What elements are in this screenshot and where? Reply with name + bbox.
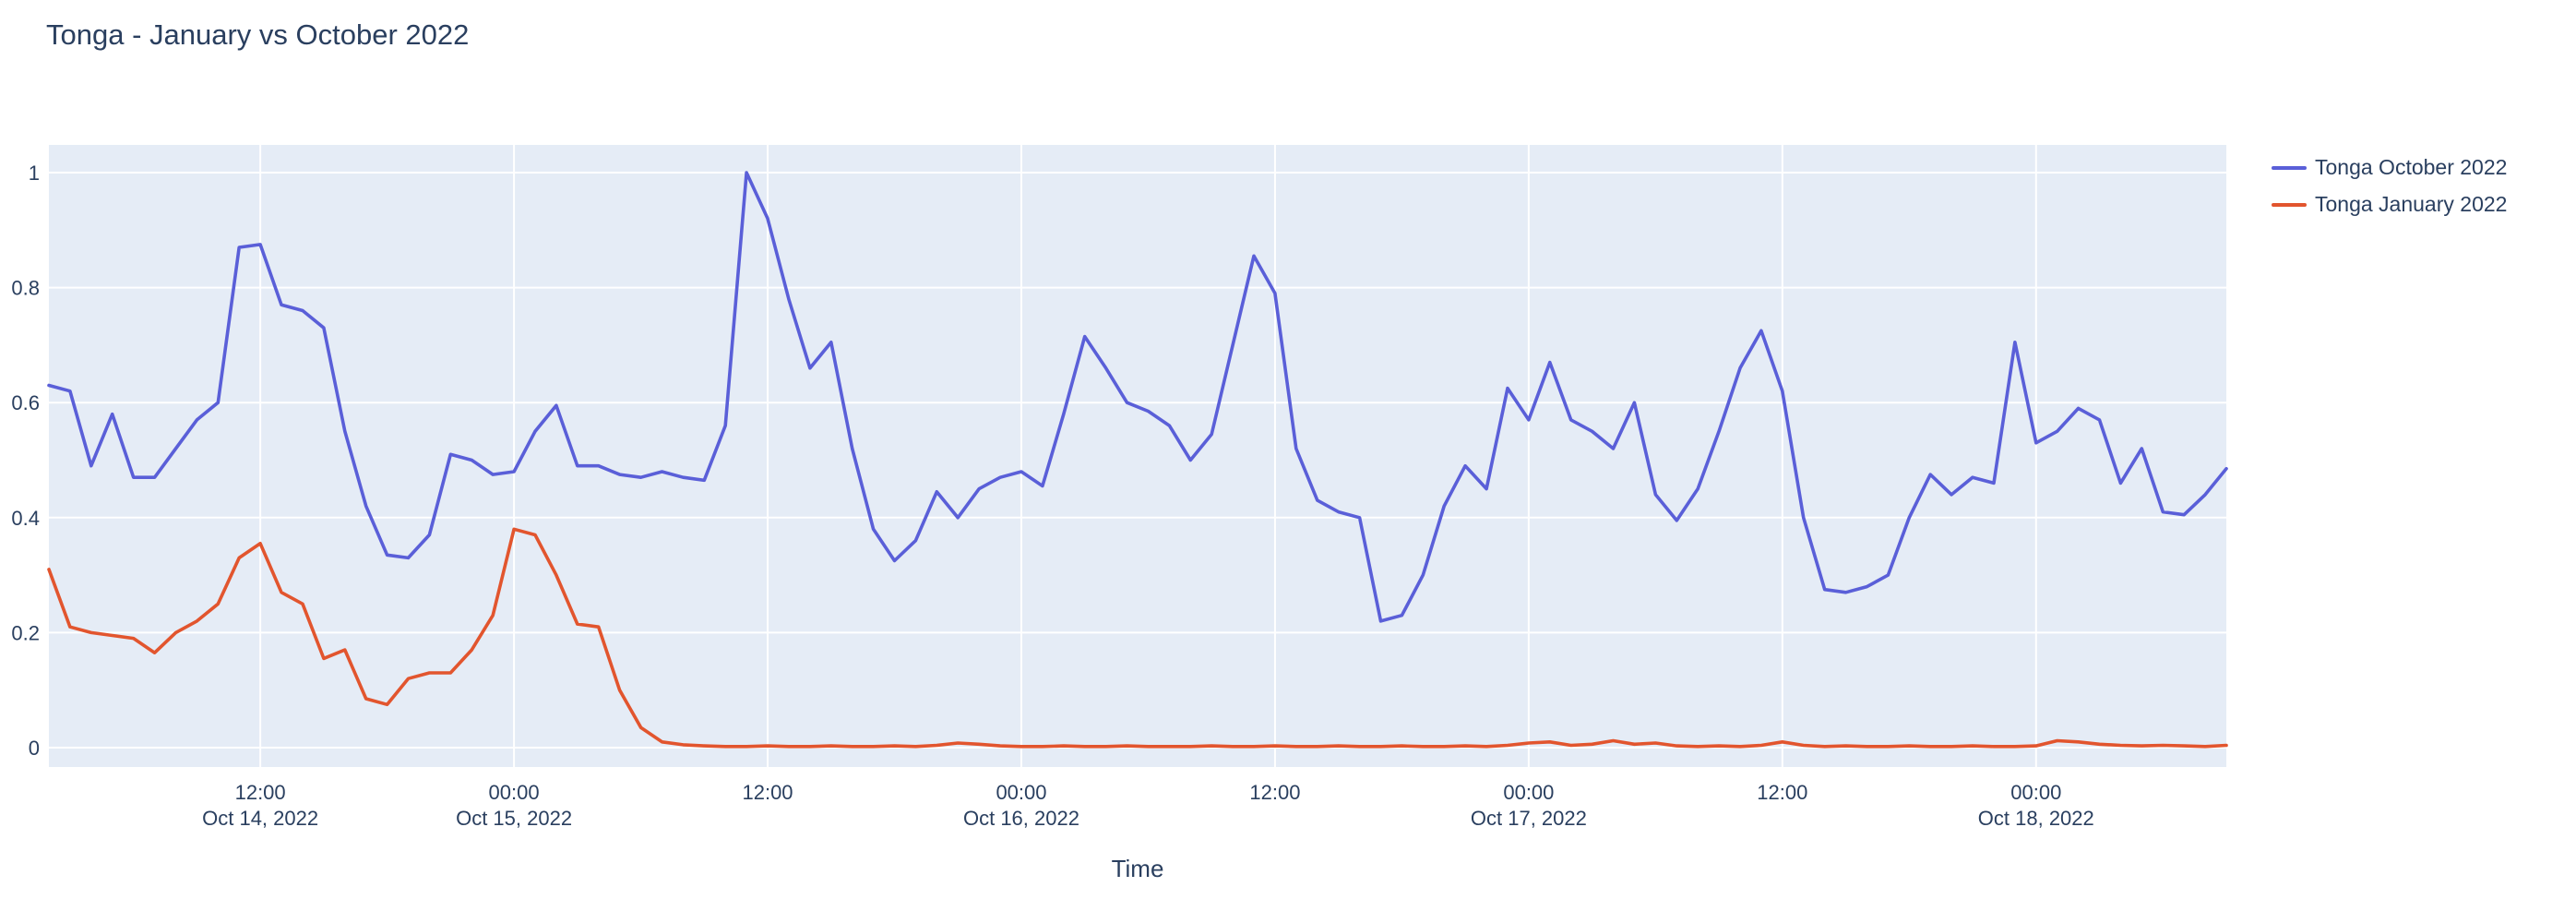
- x-axis-title: Time: [1111, 855, 1164, 882]
- plot-background: [49, 145, 2226, 767]
- legend: Tonga October 2022 Tonga January 2022: [2272, 155, 2507, 217]
- x-tick-date-label: Oct 16, 2022: [963, 807, 1079, 830]
- y-tick-label: 0.2: [11, 621, 40, 644]
- legend-line-swatch: [2272, 202, 2307, 207]
- y-tick-label: 0.8: [11, 277, 40, 300]
- x-tick-time-label: 12:00: [235, 781, 286, 804]
- x-tick-time-label: 00:00: [489, 781, 540, 804]
- chart-title: Tonga - January vs October 2022: [46, 18, 470, 51]
- legend-item[interactable]: Tonga January 2022: [2272, 192, 2507, 217]
- x-tick-time-label: 00:00: [2010, 781, 2061, 804]
- y-tick-label: 1: [29, 162, 40, 185]
- x-tick-date-label: Oct 18, 2022: [1978, 807, 2094, 830]
- legend-item[interactable]: Tonga October 2022: [2272, 155, 2507, 180]
- x-tick-time-label: 12:00: [1757, 781, 1807, 804]
- y-tick-label: 0: [29, 737, 40, 760]
- x-tick-time-label: 12:00: [742, 781, 793, 804]
- x-tick-time-label: 00:00: [1503, 781, 1554, 804]
- x-tick-date-label: Oct 15, 2022: [456, 807, 572, 830]
- x-tick-date-label: Oct 14, 2022: [202, 807, 318, 830]
- series-line[interactable]: [47, 527, 2228, 749]
- y-tick-label: 0.6: [11, 391, 40, 414]
- x-tick-time-label: 12:00: [1249, 781, 1300, 804]
- legend-item-label: Tonga January 2022: [2315, 192, 2508, 216]
- legend-item-label: Tonga October 2022: [2315, 155, 2508, 179]
- x-tick-time-label: 00:00: [996, 781, 1046, 804]
- y-tick-label: 0.4: [11, 507, 40, 530]
- series-line[interactable]: [47, 171, 2228, 623]
- x-tick-date-label: Oct 17, 2022: [1471, 807, 1587, 830]
- legend-line-swatch: [2272, 165, 2307, 170]
